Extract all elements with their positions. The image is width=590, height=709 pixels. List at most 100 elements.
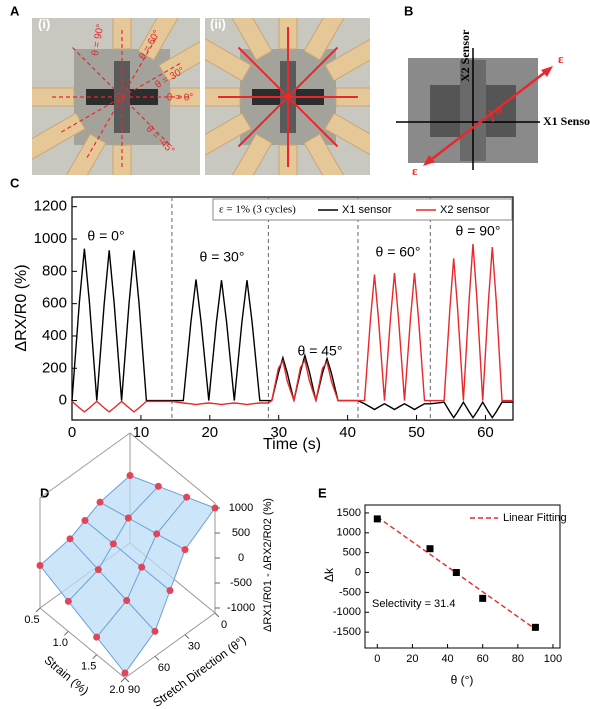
- surface-point: [138, 563, 146, 571]
- y-tick-label: -1500: [333, 626, 361, 638]
- z-tick-label: -1000: [227, 602, 255, 614]
- legend-label: Linear Fitting: [503, 512, 567, 524]
- arrow-head: [541, 66, 553, 77]
- surface-point: [154, 482, 162, 490]
- x-tick-label: 0: [374, 653, 380, 665]
- panel-label: D: [40, 485, 49, 500]
- y-tick: [214, 612, 220, 618]
- y-axis-label: Δk: [322, 567, 336, 582]
- y-tick-label: 800: [42, 262, 67, 279]
- surface-cell: [126, 567, 170, 632]
- surface-cell: [70, 520, 114, 570]
- clamp-stick: [112, 18, 132, 50]
- x-tick-label: 20: [406, 653, 418, 665]
- x1-label: X1 Sensor: [543, 114, 590, 128]
- y-tick: [154, 655, 160, 661]
- x-tick-label: 0: [68, 424, 76, 441]
- arrow-head: [423, 155, 435, 166]
- legend-label: X1 sensor: [342, 204, 392, 216]
- x-tick-label: 2.0: [109, 684, 124, 696]
- surface-cell: [113, 518, 157, 568]
- data-point: [373, 515, 381, 523]
- surface-point: [181, 546, 189, 554]
- surface-point: [123, 597, 131, 604]
- y-tick-label: -1000: [333, 606, 361, 618]
- legend-label: X2 sensor: [440, 204, 490, 216]
- x-tick-label: 60: [477, 653, 489, 665]
- y-tick-label: 0: [59, 392, 67, 409]
- plot-frame: [71, 196, 514, 421]
- z-tick-label: 0: [238, 552, 244, 564]
- angle-guide: [72, 47, 172, 147]
- x-tick-label: 50: [408, 424, 425, 441]
- surface-point: [126, 472, 134, 479]
- surface-cell: [85, 502, 129, 544]
- y-tick-label: -500: [339, 586, 361, 598]
- y-tick-label: 1500: [337, 507, 361, 519]
- data-point: [479, 594, 487, 602]
- x-tick-label: 0.5: [24, 614, 39, 626]
- clamp-stick: [137, 18, 200, 61]
- clamp-stick: [324, 19, 370, 82]
- mesh-line: [99, 501, 186, 551]
- surface-point: [166, 587, 174, 594]
- y-tick-label: 60: [158, 662, 170, 674]
- peak-annotation: θ = 45°: [298, 343, 343, 359]
- legend-box: [212, 198, 513, 221]
- x-tick: [92, 654, 98, 660]
- angle-guide: [237, 46, 339, 148]
- clamp-stick: [324, 112, 370, 175]
- x-tick-label: 40: [339, 424, 356, 441]
- angle-annotation: θ = 0°: [167, 93, 194, 104]
- peak-annotation: θ = 60°: [376, 244, 421, 260]
- x-tick-label: 80: [512, 653, 524, 665]
- mesh-line: [69, 538, 156, 632]
- panel-label: (ii): [210, 16, 226, 31]
- y-tick-label: 200: [42, 359, 67, 376]
- y-tick-label: 1000: [34, 230, 67, 247]
- angle-label: θ: [496, 104, 502, 118]
- surface-point: [66, 535, 74, 543]
- z-tick-label: 500: [232, 527, 250, 539]
- y-tick: [124, 677, 130, 683]
- panel-label: B: [404, 3, 413, 18]
- panel-label: A: [10, 3, 20, 18]
- surface-point: [124, 514, 132, 522]
- surface-point: [153, 530, 161, 538]
- photo-ii: [205, 18, 370, 175]
- x-tick: [35, 607, 41, 613]
- clamp-stick: [205, 19, 252, 82]
- clamp-stick: [210, 133, 273, 175]
- y-tick-label: 1000: [337, 527, 361, 539]
- z-tick-label: -500: [230, 577, 252, 589]
- panel-label: C: [10, 175, 20, 190]
- y-tick-label: 1200: [34, 198, 67, 215]
- surface-cell: [141, 533, 185, 591]
- angle-annotation: θ = 90°: [90, 23, 106, 57]
- z-tick-label: 1000: [229, 502, 253, 514]
- mesh-line: [39, 565, 126, 674]
- x-tick-label: 100: [544, 653, 562, 665]
- y-tick-label: 600: [42, 295, 67, 312]
- surface-point: [121, 669, 129, 677]
- surface-cell: [128, 486, 187, 534]
- data-point: [531, 623, 539, 631]
- y-tick-label: 90: [128, 684, 140, 696]
- surface-point: [36, 562, 44, 569]
- data-line: [71, 243, 513, 413]
- x-axis-label: Time (s): [263, 436, 321, 453]
- y-tick-label: 0: [221, 619, 227, 631]
- z-axis-label: ΔRX1/R01 - ΔRX2/R02 (%): [262, 498, 274, 632]
- mesh-line: [129, 475, 216, 509]
- data-point: [426, 545, 434, 553]
- mesh-line: [84, 520, 171, 591]
- surface-point: [96, 498, 104, 506]
- annotation: Selectivity = 31.4: [372, 598, 455, 610]
- surface-point: [93, 633, 101, 641]
- surface-point: [64, 597, 72, 605]
- peak-annotation: θ = 90°: [456, 223, 501, 239]
- peak-annotation: θ = 30°: [200, 249, 245, 265]
- surface-point: [151, 627, 159, 635]
- x-tick: [63, 630, 69, 636]
